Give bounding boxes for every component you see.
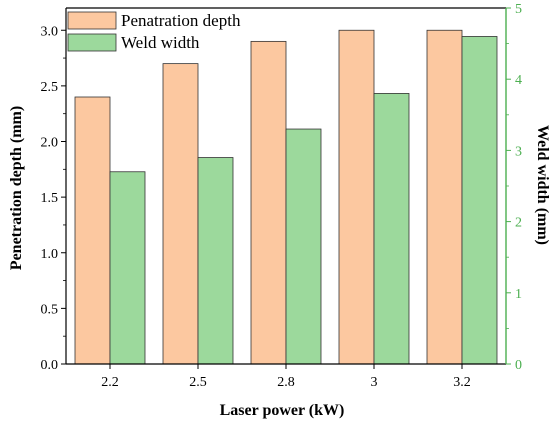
legend-label-weld-width: Weld width bbox=[121, 33, 200, 52]
x-tick-label: 2.8 bbox=[277, 375, 295, 390]
y2-tick-label: 4 bbox=[515, 73, 522, 88]
y-tick-label: 1.5 bbox=[41, 191, 59, 206]
bar-weld-width-3.2 bbox=[461, 36, 498, 365]
y-tick-label: 0.5 bbox=[41, 302, 59, 317]
y-tick-label: 0.0 bbox=[41, 358, 59, 373]
bar-penetration-depth-2.2 bbox=[74, 96, 111, 365]
y2-tick-label: 2 bbox=[515, 216, 522, 231]
bar-weld-width-2.8 bbox=[285, 128, 322, 365]
y2-tick-label: 1 bbox=[515, 287, 522, 302]
x-tick-label: 3 bbox=[371, 375, 378, 390]
y2-tick-label: 3 bbox=[515, 144, 522, 159]
y-tick-label: 2.5 bbox=[41, 80, 59, 95]
legend-label-penetration-depth: Penatration depth bbox=[121, 11, 241, 30]
bar-penetration-depth-2.8 bbox=[250, 40, 287, 365]
bar-weld-width-3 bbox=[373, 93, 410, 365]
x-tick-label: 3.2 bbox=[453, 375, 471, 390]
y-tick-label: 3.0 bbox=[41, 24, 59, 39]
bar-penetration-depth-3.2 bbox=[426, 29, 463, 365]
y2-tick-label: 5 bbox=[515, 2, 522, 17]
bar-weld-width-2.5 bbox=[197, 157, 234, 365]
x-axis-label: Laser power (kW) bbox=[220, 402, 345, 419]
bar-penetration-depth-3 bbox=[338, 29, 375, 365]
legend-swatch-penetration-depth bbox=[67, 11, 117, 30]
y2-axis-label: Weld width (mm) bbox=[534, 125, 550, 245]
bar-weld-width-2.2 bbox=[109, 171, 146, 365]
y2-tick-label: 0 bbox=[515, 358, 522, 373]
legend-swatch-weld-width bbox=[67, 33, 117, 52]
x-tick-label: 2.2 bbox=[101, 375, 119, 390]
bar-penetration-depth-2.5 bbox=[162, 63, 199, 365]
y-tick-label: 2.0 bbox=[41, 136, 59, 151]
y-axis-label: Penetration depth (mm) bbox=[8, 106, 25, 270]
x-tick-label: 2.5 bbox=[189, 375, 207, 390]
y-tick-label: 1.0 bbox=[41, 247, 59, 262]
